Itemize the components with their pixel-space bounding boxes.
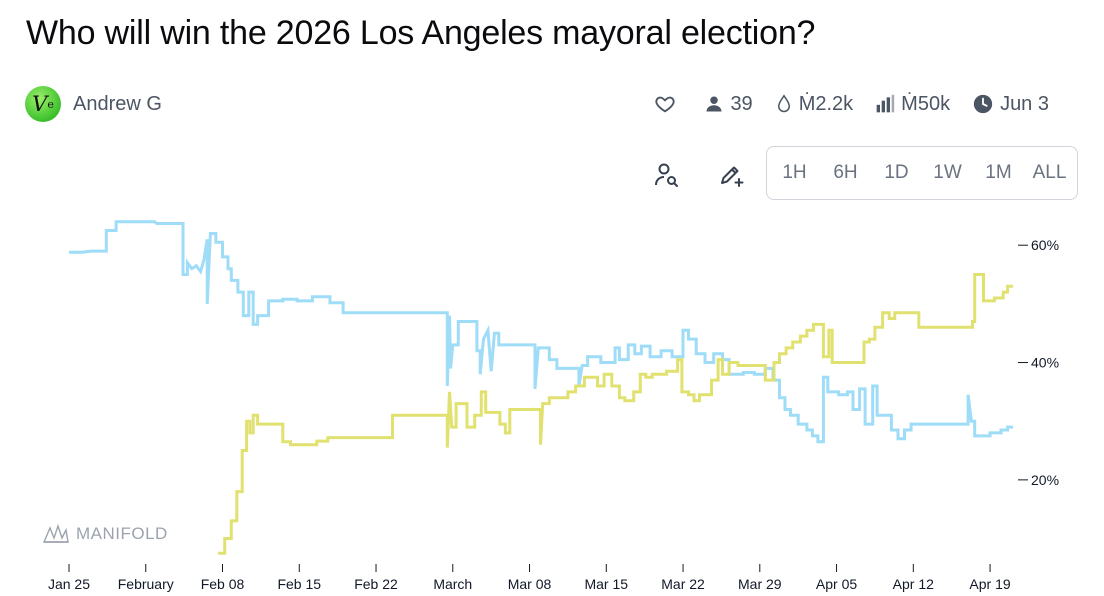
x-tick-label: Feb 08: [201, 576, 245, 592]
heart-icon[interactable]: [654, 93, 676, 115]
user-search-button[interactable]: [652, 160, 682, 190]
avatar-initial: V: [32, 92, 48, 116]
x-tick-label: Feb 15: [277, 576, 321, 592]
liquidity-value: Ṁ2.2k: [798, 92, 854, 115]
x-tick-label: Mar 08: [508, 576, 552, 592]
manifold-watermark: MANIFOLD: [42, 524, 168, 544]
x-tick-label: Feb 22: [354, 576, 398, 592]
y-tick-label: 20%: [1031, 472, 1059, 488]
range-6h[interactable]: 6H: [820, 162, 871, 184]
range-1d[interactable]: 1D: [871, 162, 922, 184]
pencil-plus-icon: [721, 166, 744, 187]
y-tick-label: 60%: [1031, 237, 1059, 253]
range-1h[interactable]: 1H: [769, 162, 820, 184]
close-date-value: Jun 3: [1000, 92, 1049, 115]
range-all[interactable]: ALL: [1024, 162, 1075, 184]
like-button[interactable]: [654, 93, 682, 115]
x-tick-label: Mar 15: [584, 576, 628, 592]
traders-stat[interactable]: 39: [704, 92, 753, 116]
market-stats: 39 Ṁ2.2k Ṁ50k Jun 3: [654, 90, 1049, 118]
probability-chart[interactable]: Jan 25 February Feb 08 Feb 15 Feb 22 March Mar…: [0, 210, 1104, 596]
range-1w[interactable]: 1W: [922, 162, 973, 184]
x-tick-label: Mar 29: [738, 576, 782, 592]
clock-icon: [973, 94, 993, 114]
avatar-sub: e: [47, 97, 54, 111]
user-icon: [706, 96, 722, 112]
x-axis: Jan 25 February Feb 08 Feb 15 Feb 22 March Mar…: [48, 564, 1011, 592]
watermark-text: MANIFOLD: [76, 524, 168, 543]
liquidity-stat[interactable]: Ṁ2.2k: [775, 93, 853, 116]
manifold-logo-icon: [42, 524, 69, 543]
series-lines: [69, 220, 1014, 555]
series-line-2[interactable]: [218, 273, 1014, 555]
question-title: Who will win the 2026 Los Angeles mayora…: [26, 14, 816, 52]
x-tick-label: Apr 12: [893, 576, 934, 592]
x-tick-label: Jan 25: [48, 576, 90, 592]
x-tick-label: February: [118, 576, 174, 592]
traders-count: 39: [730, 92, 753, 115]
volume-stat[interactable]: Ṁ50k: [875, 93, 950, 116]
range-1m[interactable]: 1M: [973, 162, 1024, 184]
time-range-selector: 1H 6H 1D 1W 1M ALL: [766, 146, 1078, 200]
x-tick-label: March: [433, 576, 472, 592]
close-date-stat[interactable]: Jun 3: [972, 93, 1049, 116]
y-tick-label: 40%: [1031, 355, 1059, 371]
y-axis: 20% 40% 60%: [1018, 237, 1059, 488]
x-tick-label: Apr 05: [816, 576, 857, 592]
annotate-button[interactable]: [716, 160, 746, 190]
user-search-icon: [655, 163, 678, 187]
creator-name[interactable]: Andrew G: [73, 92, 162, 115]
bar-chart-icon: [876, 94, 895, 113]
x-tick-label: Mar 22: [661, 576, 705, 592]
volume-value: Ṁ50k: [901, 92, 951, 115]
x-tick-label: Apr 19: [969, 576, 1010, 592]
series-line-1[interactable]: [69, 220, 1014, 444]
droplet-icon: [777, 94, 790, 113]
